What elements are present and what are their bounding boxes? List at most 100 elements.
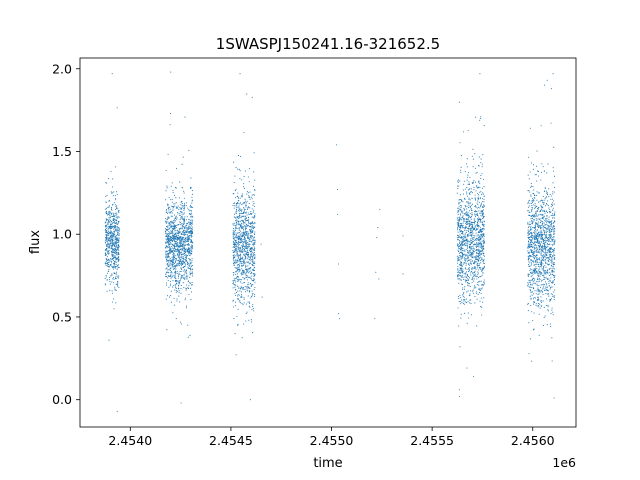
data-point — [472, 292, 474, 294]
data-point — [483, 185, 485, 188]
chart-title: 1SWASPJ150241.16-321652.5 — [216, 35, 440, 53]
data-point — [476, 298, 478, 300]
data-point — [254, 295, 256, 298]
data-point — [473, 260, 475, 262]
data-point — [114, 237, 116, 239]
data-point — [247, 290, 249, 292]
data-point — [543, 239, 546, 242]
data-point — [527, 210, 529, 212]
data-point — [474, 226, 476, 228]
data-point — [470, 299, 472, 301]
data-point — [478, 181, 480, 183]
data-point — [467, 284, 469, 286]
data-point — [468, 193, 471, 195]
data-point — [542, 265, 545, 268]
data-point — [542, 249, 544, 251]
data-point — [479, 191, 481, 193]
data-point — [550, 247, 553, 249]
data-point — [459, 209, 461, 211]
data-point — [238, 268, 240, 270]
data-point — [251, 321, 253, 323]
data-point — [177, 207, 179, 209]
data-point — [528, 223, 530, 225]
data-point — [478, 264, 480, 266]
data-point — [532, 222, 534, 224]
data-point — [181, 163, 183, 165]
data-point — [171, 215, 173, 217]
data-point — [191, 246, 193, 248]
data-point — [104, 252, 107, 254]
data-point — [473, 287, 475, 289]
data-point — [245, 211, 247, 213]
data-point — [477, 250, 479, 252]
data-point — [481, 215, 483, 217]
data-point — [184, 264, 187, 266]
data-point — [180, 276, 183, 278]
data-point — [178, 258, 180, 260]
data-point — [457, 210, 459, 212]
data-point — [107, 250, 109, 252]
data-point — [192, 273, 194, 275]
data-point — [233, 207, 235, 209]
data-point — [251, 290, 253, 292]
data-point — [457, 266, 459, 268]
data-point — [182, 256, 184, 258]
data-point — [108, 211, 110, 213]
data-point — [479, 263, 481, 265]
data-point — [247, 287, 249, 289]
data-point — [461, 210, 463, 212]
data-point — [191, 230, 193, 232]
data-point — [242, 211, 244, 214]
data-point — [233, 254, 235, 256]
data-point — [171, 233, 174, 235]
data-point — [181, 236, 183, 238]
data-point — [117, 258, 119, 260]
data-point — [247, 212, 249, 214]
data-point — [530, 255, 532, 257]
data-point — [540, 248, 542, 250]
data-point — [537, 221, 539, 223]
data-point — [237, 261, 239, 263]
data-point — [468, 210, 470, 212]
data-point — [232, 250, 234, 252]
data-point — [185, 259, 188, 261]
data-point — [171, 212, 173, 214]
data-point — [233, 240, 235, 242]
data-point — [117, 249, 119, 251]
data-point — [529, 270, 531, 272]
data-point — [109, 247, 111, 249]
data-point — [460, 155, 462, 157]
data-point — [248, 244, 250, 246]
data-point — [483, 242, 485, 244]
data-point — [537, 288, 539, 290]
data-point — [249, 248, 251, 250]
data-point — [237, 192, 239, 194]
data-point — [109, 235, 111, 237]
data-point — [236, 260, 238, 262]
data-point — [116, 207, 118, 209]
data-point — [178, 295, 180, 297]
data-point — [462, 271, 464, 273]
data-point — [237, 197, 239, 199]
data-points — [104, 71, 556, 412]
data-point — [239, 202, 241, 204]
data-point — [481, 283, 483, 285]
data-point — [175, 220, 177, 222]
data-point — [528, 265, 530, 267]
data-point — [532, 270, 534, 272]
data-point — [185, 205, 187, 207]
data-point — [548, 216, 550, 218]
data-point — [181, 202, 183, 205]
data-point — [170, 211, 173, 213]
data-point — [165, 253, 167, 255]
data-point — [459, 216, 461, 218]
data-point — [189, 283, 191, 285]
data-point — [117, 234, 119, 236]
data-point — [242, 243, 244, 245]
data-point — [116, 107, 118, 109]
data-point — [482, 206, 484, 208]
data-point — [466, 223, 468, 225]
data-point — [483, 268, 485, 270]
data-point — [176, 217, 178, 219]
data-point — [177, 249, 179, 251]
